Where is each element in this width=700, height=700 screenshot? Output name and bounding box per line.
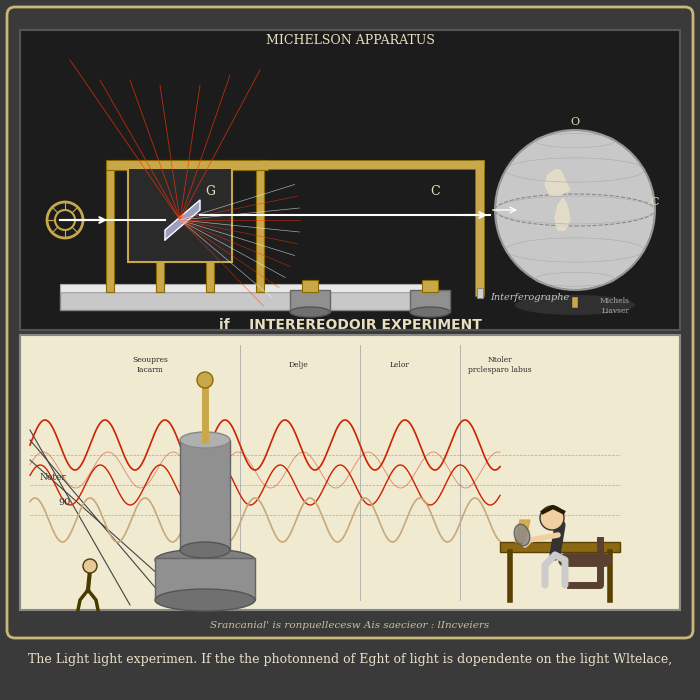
Bar <box>106 162 114 292</box>
Circle shape <box>540 506 564 530</box>
FancyBboxPatch shape <box>20 335 680 610</box>
Ellipse shape <box>410 307 450 317</box>
Circle shape <box>83 559 97 573</box>
FancyBboxPatch shape <box>20 30 680 330</box>
Bar <box>302 280 318 292</box>
Bar <box>477 288 483 298</box>
Bar <box>156 162 164 292</box>
Polygon shape <box>545 170 570 195</box>
Bar <box>60 284 430 292</box>
Text: C: C <box>650 197 659 207</box>
Bar <box>290 290 330 312</box>
Text: if    INTEREREODOIR EXPERIMENT: if INTEREREODOIR EXPERIMENT <box>218 318 482 332</box>
Ellipse shape <box>514 524 530 546</box>
FancyBboxPatch shape <box>7 7 693 638</box>
Circle shape <box>495 130 655 290</box>
Text: C: C <box>430 185 440 198</box>
Text: Neter: Neter <box>40 473 66 482</box>
Bar <box>206 162 214 292</box>
Text: 90: 90 <box>58 498 70 507</box>
Ellipse shape <box>180 542 230 558</box>
Ellipse shape <box>180 432 230 448</box>
Text: G: G <box>205 185 215 198</box>
Text: O: O <box>570 117 579 127</box>
Text: Srancanial' is ronpuellecesw Ais saecieor : lIncveiers: Srancanial' is ronpuellecesw Ais saecieo… <box>211 620 489 629</box>
Text: MICHELSON APPARATUS: MICHELSON APPARATUS <box>265 34 435 46</box>
Polygon shape <box>165 200 200 240</box>
Bar <box>155 558 255 600</box>
Polygon shape <box>515 520 530 542</box>
Ellipse shape <box>290 307 330 317</box>
Bar <box>410 290 450 312</box>
Bar <box>106 160 268 170</box>
Text: Interferographe: Interferographe <box>490 293 569 302</box>
Text: Seoupres
Iacarm: Seoupres Iacarm <box>132 356 168 374</box>
Bar <box>500 542 620 552</box>
Text: Michels
Liavser: Michels Liavser <box>600 298 630 315</box>
Circle shape <box>197 372 213 388</box>
Ellipse shape <box>155 549 255 571</box>
Bar <box>256 162 264 292</box>
FancyBboxPatch shape <box>128 168 232 262</box>
Bar <box>60 292 430 310</box>
Ellipse shape <box>155 589 255 611</box>
Text: Delje: Delje <box>288 361 308 369</box>
Text: Ntoler
prclesparo labus: Ntoler prclesparo labus <box>468 356 532 374</box>
Text: Lelor: Lelor <box>390 361 410 369</box>
Text: The Light light experimen. If the the photonnend of Eght of light is dopendente : The Light light experimen. If the the ph… <box>28 654 672 666</box>
Polygon shape <box>555 198 570 230</box>
Ellipse shape <box>515 295 635 315</box>
Bar <box>180 440 230 550</box>
Bar <box>422 280 438 292</box>
